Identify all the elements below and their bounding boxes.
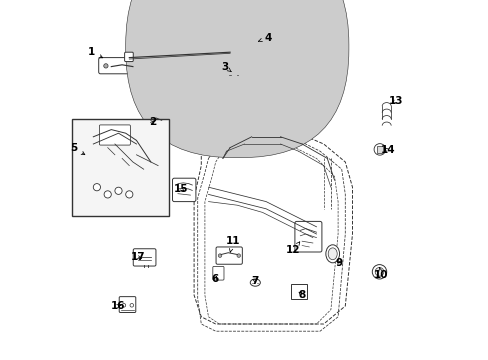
Text: 17: 17 xyxy=(131,252,145,262)
FancyBboxPatch shape xyxy=(119,297,136,312)
Text: 15: 15 xyxy=(174,184,188,194)
FancyBboxPatch shape xyxy=(124,52,133,62)
Circle shape xyxy=(104,191,111,198)
Circle shape xyxy=(218,254,222,257)
Text: 5: 5 xyxy=(70,143,84,155)
Circle shape xyxy=(373,144,385,155)
Ellipse shape xyxy=(250,279,260,286)
Text: 3: 3 xyxy=(221,62,231,72)
Text: 11: 11 xyxy=(225,236,240,252)
FancyBboxPatch shape xyxy=(216,247,242,264)
Text: 9: 9 xyxy=(335,258,342,268)
FancyBboxPatch shape xyxy=(228,41,254,54)
Circle shape xyxy=(374,267,383,276)
FancyBboxPatch shape xyxy=(99,58,138,74)
FancyBboxPatch shape xyxy=(294,221,321,252)
FancyBboxPatch shape xyxy=(125,0,348,158)
Circle shape xyxy=(125,191,133,198)
FancyBboxPatch shape xyxy=(133,249,156,266)
Circle shape xyxy=(132,64,137,68)
FancyBboxPatch shape xyxy=(172,178,196,202)
Circle shape xyxy=(130,303,133,307)
Circle shape xyxy=(122,303,125,307)
Circle shape xyxy=(237,254,240,257)
Ellipse shape xyxy=(325,245,339,263)
Bar xyxy=(290,284,306,299)
Circle shape xyxy=(93,184,101,191)
Bar xyxy=(72,119,168,216)
Text: 10: 10 xyxy=(373,267,388,280)
Text: 8: 8 xyxy=(298,290,305,300)
FancyBboxPatch shape xyxy=(212,266,224,280)
Text: 16: 16 xyxy=(110,301,125,311)
Circle shape xyxy=(115,187,122,194)
Text: 14: 14 xyxy=(380,145,394,156)
Text: 12: 12 xyxy=(285,242,300,255)
Text: 4: 4 xyxy=(258,33,271,43)
Circle shape xyxy=(371,265,386,279)
Ellipse shape xyxy=(327,248,337,260)
Text: 2: 2 xyxy=(149,117,156,127)
Text: 1: 1 xyxy=(88,47,102,58)
FancyBboxPatch shape xyxy=(99,125,130,145)
Text: 13: 13 xyxy=(387,96,402,106)
FancyBboxPatch shape xyxy=(148,114,164,127)
Bar xyxy=(376,146,382,153)
Text: 6: 6 xyxy=(211,274,218,284)
Circle shape xyxy=(103,64,108,68)
Ellipse shape xyxy=(226,71,241,80)
Text: 7: 7 xyxy=(251,276,259,286)
